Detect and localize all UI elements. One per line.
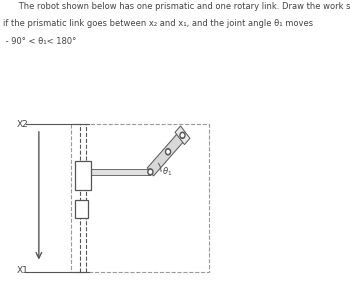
Text: X1: X1 — [16, 266, 28, 275]
Polygon shape — [175, 126, 190, 145]
Text: The robot shown below has one prismatic and one rotary link. Draw the work space: The robot shown below has one prismatic … — [2, 2, 350, 10]
Text: if the prismatic link goes between x₂ and x₁, and the joint angle θ₁ moves: if the prismatic link goes between x₂ an… — [2, 19, 313, 28]
Bar — [71, 124, 209, 272]
Bar — [75, 161, 91, 190]
Polygon shape — [147, 131, 186, 176]
Bar — [91, 169, 150, 175]
Text: X2: X2 — [16, 120, 28, 129]
Text: $\theta_1$: $\theta_1$ — [162, 166, 172, 178]
Circle shape — [167, 150, 169, 153]
Circle shape — [166, 149, 170, 155]
Text: - 90° < θ₁< 180°: - 90° < θ₁< 180° — [2, 37, 76, 46]
Circle shape — [181, 134, 184, 137]
Circle shape — [180, 132, 185, 138]
Circle shape — [149, 171, 152, 173]
Circle shape — [148, 169, 153, 175]
Bar — [75, 200, 88, 218]
